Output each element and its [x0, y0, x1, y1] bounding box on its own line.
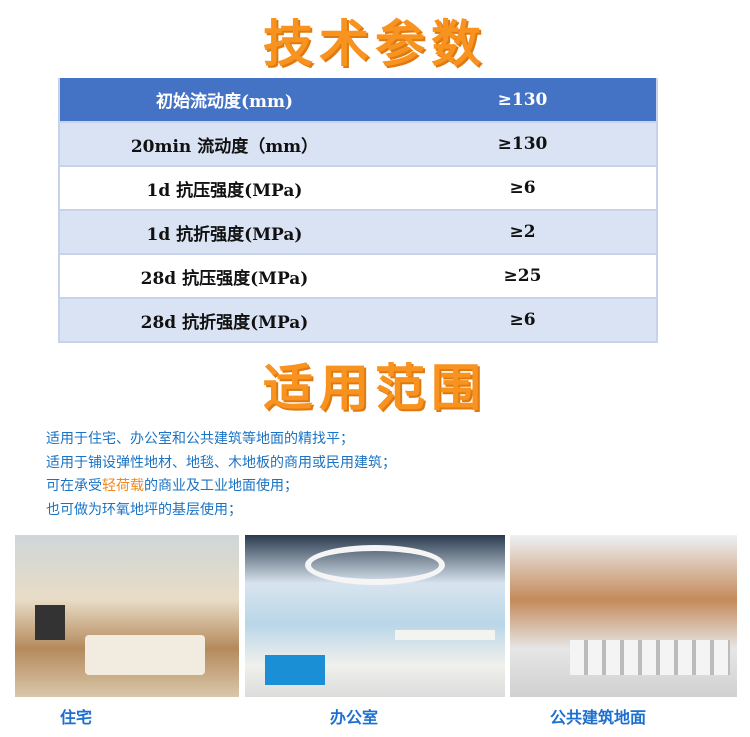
usage-item: 也可做为环氧地坪的基层使用；	[46, 501, 242, 518]
table-row: 1d 抗折强度(MPa) ≥2	[59, 210, 657, 255]
photo-caption: 办公室	[330, 708, 379, 727]
usage-item: 适用于住宅、办公室和公共建筑等地面的精找平；	[46, 431, 354, 447]
param-value: ≥6	[389, 298, 657, 343]
param-name: 28d 抗折强度(MPa)	[59, 298, 389, 343]
table-row: 28d 抗折强度(MPa) ≥6	[59, 298, 657, 343]
table-row: 20min 流动度（mm） ≥130	[59, 122, 657, 167]
table-row: 28d 抗压强度(MPa) ≥25	[59, 254, 657, 299]
param-value: ≥2	[389, 210, 657, 255]
param-name: 20min 流动度（mm）	[59, 122, 389, 167]
table-row: 1d 抗压强度(MPa) ≥6	[59, 166, 657, 211]
spec-title: 技术参数	[263, 15, 487, 73]
param-name: 1d 抗压强度(MPa)	[59, 166, 389, 211]
param-name: 初始流动度(mm)	[59, 78, 389, 123]
usage-item: 可在承受轻荷载的商业及工业地面使用；	[46, 475, 396, 499]
usage-text: 的商业及工业地面使用；	[144, 478, 298, 494]
residential-photo	[15, 535, 239, 697]
spec-table: 初始流动度(mm) ≥130 20min 流动度（mm） ≥130 1d 抗压强度(…	[58, 78, 658, 343]
photo-caption: 住宅	[60, 708, 93, 727]
param-value: ≥6	[389, 166, 657, 211]
usage-item: 适用于铺设弹性地材、地毯、木地板的商用或民用建筑；	[46, 454, 396, 471]
usage-text: 可在承受	[46, 478, 102, 494]
param-name: 1d 抗折强度(MPa)	[59, 210, 389, 255]
scope-title: 适用范围	[263, 359, 487, 417]
photo-caption: 公共建筑地面	[550, 708, 647, 727]
table-header-row: 初始流动度(mm) ≥130	[59, 78, 657, 123]
usage-list: 适用于住宅、办公室和公共建筑等地面的精找平； 适用于铺设弹性地材、地毯、木地板的…	[46, 428, 396, 522]
param-name: 28d 抗压强度(MPa)	[59, 254, 389, 299]
usage-highlight: 轻荷载	[102, 478, 144, 494]
param-value: ≥130	[389, 78, 657, 123]
public-building-photo	[510, 535, 737, 697]
office-photo	[245, 535, 505, 697]
param-value: ≥25	[389, 254, 657, 299]
param-value: ≥130	[389, 122, 657, 167]
